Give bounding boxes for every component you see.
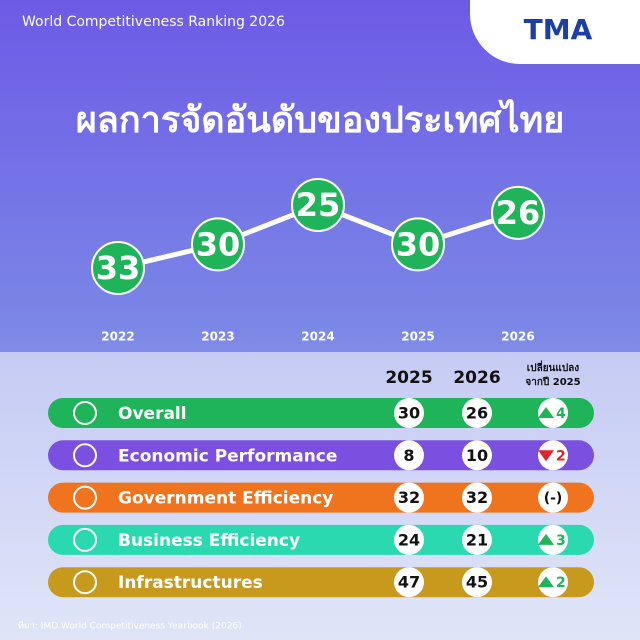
value-badge — [462, 567, 492, 598]
row-bar — [48, 398, 594, 428]
change-badge — [538, 398, 568, 428]
row-bar — [48, 567, 594, 598]
row-value: 32 — [466, 488, 488, 507]
row-value: 10 — [466, 446, 488, 465]
x-tick-label: 2025 — [401, 330, 434, 344]
value-badge — [394, 567, 424, 598]
row-icon — [73, 570, 97, 595]
rank-marker — [191, 217, 245, 272]
change-badge — [538, 482, 568, 513]
header-text: World Competitiveness Ranking 2026 — [22, 14, 285, 30]
trend-down — [538, 450, 554, 462]
x-tick-label: 2023 — [201, 330, 234, 344]
row-value: 32 — [398, 488, 420, 507]
change-badge — [538, 524, 568, 555]
value-badge — [394, 482, 424, 513]
row-value: 45 — [466, 573, 488, 592]
row-value: 30 — [398, 404, 420, 423]
row-name: Economic Performance — [118, 446, 337, 466]
value-badge — [394, 398, 424, 428]
trend-up — [538, 576, 554, 588]
row-bar — [48, 440, 594, 471]
rank-marker — [491, 185, 545, 240]
row-change: (-) — [544, 491, 563, 507]
row-bar — [48, 482, 594, 513]
change-header: เปลี่ยนแปลง — [527, 360, 580, 374]
logo-panel — [470, 0, 640, 64]
row-value: 26 — [466, 404, 488, 423]
trend-up — [538, 533, 554, 545]
rank-label: 25 — [296, 186, 341, 224]
trend-up — [538, 407, 554, 418]
value-badge — [394, 524, 424, 555]
row-value: 24 — [398, 530, 420, 549]
rank-marker — [291, 178, 345, 232]
x-tick-label: 2026 — [501, 330, 534, 344]
column-header: 2026 — [453, 368, 500, 388]
change-badge — [538, 440, 568, 471]
rank-label: 30 — [396, 225, 441, 263]
row-name: Government Efficiency — [118, 489, 333, 509]
value-badge — [394, 440, 424, 471]
column-header: 2025 — [385, 368, 432, 388]
value-badge — [462, 440, 492, 471]
row-value: 47 — [398, 573, 420, 592]
x-tick-label: 2022 — [101, 330, 134, 344]
row-change: 2 — [556, 448, 566, 464]
row-icon — [73, 401, 97, 425]
row-name: Business Efficiency — [118, 531, 300, 551]
rank-marker — [391, 217, 445, 272]
row-name: Overall — [118, 404, 187, 424]
row-value: 8 — [403, 446, 414, 465]
row-icon — [73, 527, 97, 552]
source: ที่มา: IMD World Competitiveness Yearboo… — [18, 619, 242, 632]
row-change: 2 — [556, 575, 566, 591]
chart-title: ผลการจัดอันดับของประเทศไทย — [76, 98, 565, 141]
row-change: 3 — [556, 533, 566, 549]
value-badge — [462, 524, 492, 555]
rank-label: 33 — [96, 249, 141, 287]
rank-marker — [91, 241, 145, 295]
row-icon — [73, 443, 97, 468]
row-name: Infrastructures — [118, 573, 263, 593]
row-value: 21 — [466, 530, 488, 549]
row-bar — [48, 524, 594, 555]
value-badge — [462, 482, 492, 513]
change-badge — [538, 567, 568, 598]
value-badge — [462, 398, 492, 428]
change-header: จากปี 2025 — [525, 376, 580, 388]
row-icon — [73, 485, 97, 510]
logo: TMA — [524, 13, 593, 46]
rank-label: 30 — [196, 225, 241, 263]
x-tick-label: 2024 — [301, 330, 334, 344]
rank-label: 26 — [496, 194, 541, 232]
row-change: 4 — [556, 406, 566, 422]
